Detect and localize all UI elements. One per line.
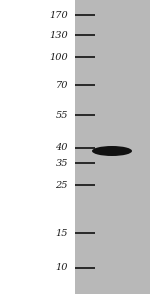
Bar [75,0,150,294]
Ellipse shape [92,146,132,156]
Text: 10: 10 [56,263,68,273]
Text: 170: 170 [49,11,68,19]
Text: 55: 55 [56,111,68,119]
Text: 40: 40 [56,143,68,153]
Text: 35: 35 [56,158,68,168]
Text: 130: 130 [49,31,68,39]
Text: 15: 15 [56,228,68,238]
Text: 70: 70 [56,81,68,89]
Text: 25: 25 [56,181,68,190]
Text: 100: 100 [49,53,68,61]
